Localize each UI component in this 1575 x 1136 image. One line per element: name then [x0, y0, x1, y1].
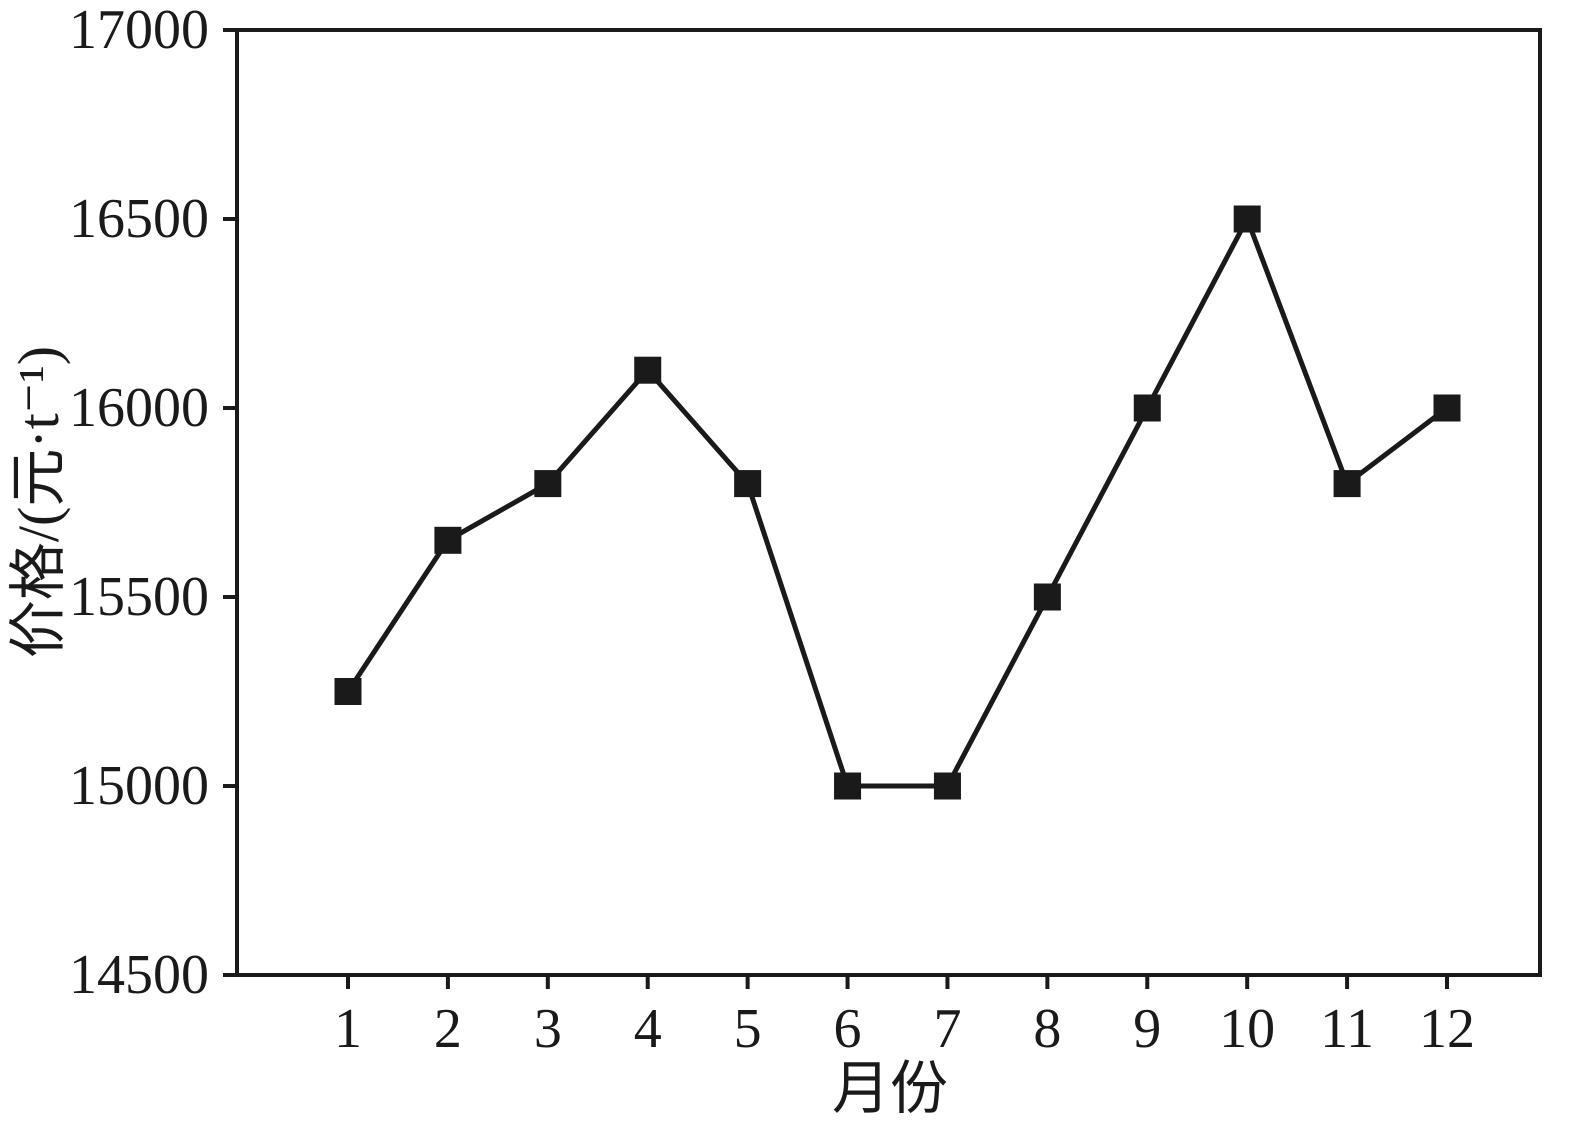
x-tick-label: 4	[634, 998, 662, 1060]
data-point	[933, 772, 961, 800]
data-point	[734, 470, 762, 498]
y-tick-label: 16500	[69, 188, 209, 250]
x-tick-label: 2	[434, 998, 462, 1060]
data-line	[345, 212, 1449, 789]
x-tick-label: 3	[534, 998, 562, 1060]
y-tick-label: 14500	[69, 944, 209, 1006]
y-tick-label: 15500	[69, 566, 209, 628]
x-tick-label: 11	[1320, 998, 1374, 1060]
plot-border	[235, 28, 1542, 977]
y-tick-label: 15000	[69, 755, 209, 817]
y-axis-title: 价格/(元·t⁻¹)	[6, 346, 71, 658]
x-tick-label: 1	[334, 998, 362, 1060]
x-axis-title: 月份	[832, 1056, 948, 1121]
y-tick-label: 16000	[69, 377, 209, 439]
data-point	[1333, 470, 1361, 498]
x-tick-label: 5	[734, 998, 762, 1060]
data-point	[634, 356, 662, 384]
x-tick-label: 8	[1033, 998, 1061, 1060]
data-point	[1233, 205, 1261, 233]
x-tick-label: 10	[1219, 998, 1275, 1060]
x-tick-label: 9	[1133, 998, 1161, 1060]
data-point	[534, 470, 562, 498]
x-tick-label: 6	[834, 998, 862, 1060]
y-tick-label: 17000	[69, 0, 209, 61]
x-tick-label: 7	[933, 998, 961, 1060]
data-point	[834, 772, 862, 800]
data-point	[1133, 394, 1161, 422]
data-point	[1033, 583, 1061, 611]
data-point	[1433, 394, 1461, 422]
x-tick-label: 12	[1419, 998, 1475, 1060]
data-point	[434, 526, 462, 554]
data-point	[334, 678, 362, 705]
